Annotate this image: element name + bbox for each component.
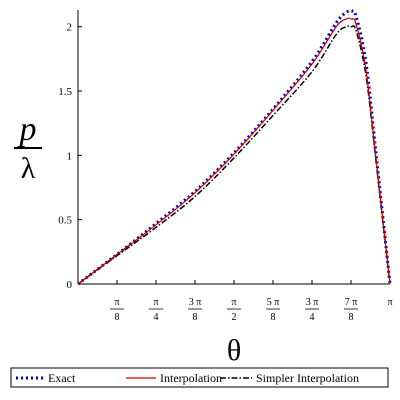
y-tick-label: 1.5 <box>58 86 72 98</box>
x-tick-label: π <box>387 297 392 308</box>
x-tick-numerator: 5 π <box>267 297 280 308</box>
x-tick-denominator: 8 <box>349 312 354 323</box>
x-tick-label: π4 <box>149 297 164 323</box>
x-tick-numerator: π <box>153 297 158 308</box>
x-tick-numerator: 7 π <box>345 297 358 308</box>
legend: Exact Interpolation Simpler Interpolatio… <box>10 367 389 388</box>
x-tick-label: 7 π8 <box>344 297 359 323</box>
legend-label-simpler-interpolation: Simpler Interpolation <box>256 371 359 385</box>
x-tick-denominator: 8 <box>271 312 276 323</box>
x-tick-label: π2 <box>227 297 242 323</box>
series-lines <box>77 9 392 286</box>
x-tick-label: 3 π8 <box>188 297 203 323</box>
x-tick-label: π8 <box>110 297 125 323</box>
x-tick-denominator: 4 <box>154 312 159 323</box>
x-tick-denominator: 4 <box>310 312 315 323</box>
x-tick-label: 3 π4 <box>305 297 320 323</box>
legend-box <box>10 367 389 388</box>
axes <box>77 10 390 285</box>
x-tick-label: 5 π8 <box>266 297 281 323</box>
x-tick-denominator: 8 <box>193 312 198 323</box>
y-axis-label-denominator: λ <box>21 152 36 185</box>
y-axis-label: p λ <box>14 111 42 185</box>
x-tick-numerator: π <box>387 297 392 308</box>
x-tick-denominator: 2 <box>232 312 237 323</box>
y-axis-label-numerator: p <box>18 111 37 148</box>
y-tick-label: 2 <box>67 22 73 34</box>
x-axis-label: θ <box>227 334 241 367</box>
y-tick-label: 1 <box>67 150 73 162</box>
x-tick-numerator: π <box>114 297 119 308</box>
series-line-interpolation <box>77 17 391 285</box>
y-ticks: 0 0.5 1 1.5 2 <box>58 22 82 291</box>
legend-label-interpolation: Interpolation <box>160 371 222 385</box>
x-tick-numerator: π <box>231 297 236 308</box>
legend-label-exact: Exact <box>48 371 76 385</box>
x-tick-numerator: 3 π <box>189 297 202 308</box>
x-tick-denominator: 8 <box>115 312 120 323</box>
series-line-exact <box>77 9 392 286</box>
x-tick-numerator: 3 π <box>306 297 319 308</box>
y-tick-label: 0.5 <box>58 215 72 227</box>
y-tick-label: 0 <box>67 279 73 291</box>
